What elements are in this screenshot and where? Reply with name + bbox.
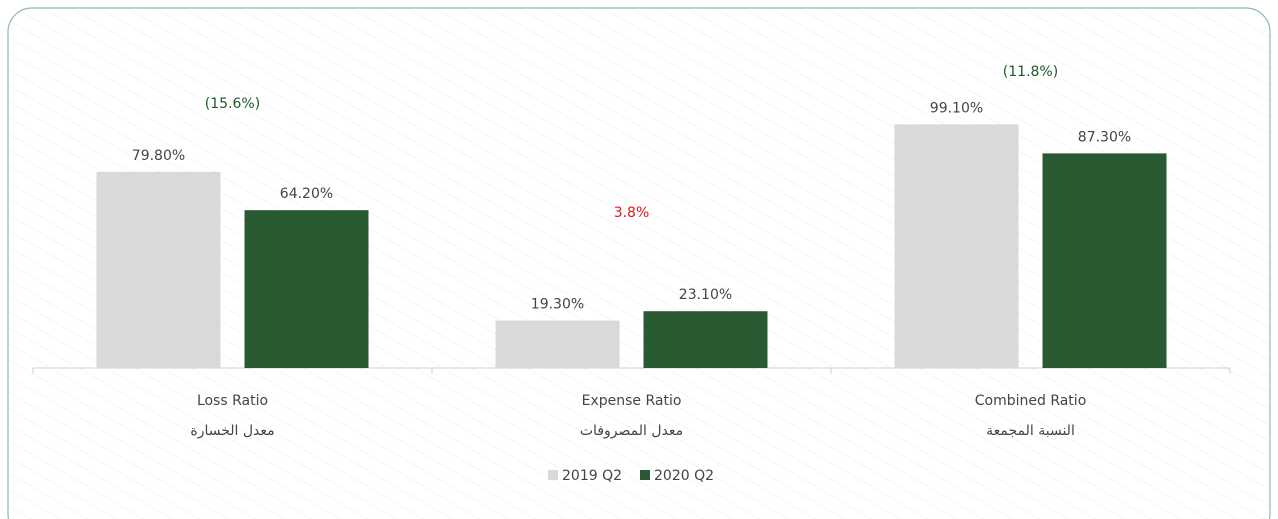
bar <box>244 210 369 368</box>
data-label: 64.20% <box>280 186 333 202</box>
data-label: 79.80% <box>132 148 185 164</box>
x-tick-sublabel: معدل المصروفات <box>580 423 683 439</box>
x-tick-label: Expense Ratio <box>582 393 682 409</box>
data-label: 19.30% <box>531 297 584 313</box>
bar <box>894 124 1019 368</box>
change-annotation: (11.8%) <box>1003 64 1058 80</box>
change-annotation: (15.6%) <box>205 96 260 112</box>
data-label: 23.10% <box>679 287 732 303</box>
data-label: 87.30% <box>1078 129 1131 145</box>
bar <box>643 311 768 368</box>
change-annotation: 3.8% <box>614 205 650 221</box>
legend-label: 2020 Q2 <box>654 468 714 484</box>
bar <box>1042 153 1167 368</box>
x-tick-label: Loss Ratio <box>197 393 268 409</box>
bar <box>495 320 620 368</box>
x-tick-label: Combined Ratio <box>975 393 1087 409</box>
bar <box>96 171 221 368</box>
data-label: 99.10% <box>930 100 983 116</box>
x-tick-sublabel: معدل الخسارة <box>190 423 274 439</box>
legend-swatch <box>548 470 558 480</box>
legend-swatch <box>640 470 650 480</box>
plot: 79.80% 64.20% (15.6%) Loss Ratio معدل الخسار… <box>32 64 1231 484</box>
legend-label: 2019 Q2 <box>562 468 622 484</box>
x-tick-sublabel: النسبة المجمعة <box>986 423 1075 439</box>
